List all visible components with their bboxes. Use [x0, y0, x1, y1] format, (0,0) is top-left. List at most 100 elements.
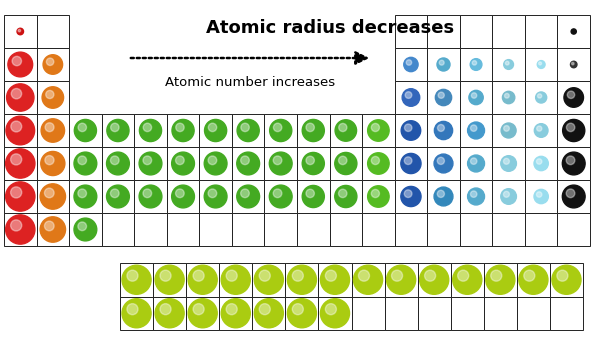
Circle shape [325, 270, 337, 281]
Bar [4, 15, 37, 48]
Circle shape [469, 90, 483, 105]
Circle shape [176, 189, 184, 198]
Circle shape [472, 61, 476, 65]
Bar [460, 15, 493, 48]
Circle shape [7, 84, 34, 111]
Circle shape [404, 190, 412, 198]
Bar [4, 180, 37, 213]
Circle shape [226, 304, 237, 315]
Bar [37, 15, 69, 48]
Circle shape [5, 149, 35, 178]
Circle shape [572, 62, 574, 65]
Circle shape [41, 152, 65, 176]
Circle shape [139, 185, 162, 208]
Bar [557, 114, 590, 147]
Circle shape [188, 299, 217, 328]
Bar [395, 114, 427, 147]
Bar [427, 180, 460, 213]
Circle shape [563, 119, 585, 142]
Circle shape [160, 304, 171, 315]
Circle shape [338, 189, 347, 198]
Bar [493, 213, 525, 246]
Circle shape [226, 270, 237, 281]
Circle shape [320, 265, 350, 294]
Circle shape [155, 299, 184, 328]
Circle shape [335, 185, 357, 207]
Bar [557, 180, 590, 213]
Bar [557, 81, 590, 114]
Bar [557, 48, 590, 81]
Bar [199, 180, 232, 213]
Circle shape [501, 156, 517, 171]
Circle shape [193, 270, 204, 281]
Bar [134, 180, 167, 213]
Circle shape [368, 120, 389, 141]
Circle shape [437, 58, 450, 71]
Circle shape [160, 270, 171, 281]
Circle shape [241, 156, 250, 165]
Bar [199, 114, 232, 147]
Bar [460, 180, 493, 213]
Circle shape [320, 299, 350, 328]
Circle shape [292, 270, 304, 281]
Bar [101, 114, 134, 147]
Bar [525, 180, 557, 213]
Circle shape [127, 304, 138, 315]
Circle shape [386, 265, 416, 294]
Text: Atomic radius decreases: Atomic radius decreases [206, 19, 454, 37]
Circle shape [401, 121, 421, 140]
Circle shape [503, 191, 509, 197]
Circle shape [458, 270, 469, 281]
Circle shape [40, 184, 65, 209]
Circle shape [437, 157, 445, 164]
Circle shape [472, 93, 477, 98]
Bar [460, 213, 493, 246]
Circle shape [562, 185, 585, 208]
Circle shape [44, 221, 54, 231]
Bar [362, 114, 395, 147]
Circle shape [143, 189, 152, 198]
Bar [352, 297, 385, 330]
Circle shape [110, 156, 119, 165]
Circle shape [470, 191, 477, 197]
Circle shape [564, 88, 583, 107]
Circle shape [571, 29, 577, 34]
Circle shape [176, 156, 184, 165]
Circle shape [254, 299, 283, 328]
Bar [395, 213, 427, 246]
Circle shape [338, 156, 347, 165]
Circle shape [467, 122, 485, 139]
Circle shape [139, 119, 161, 142]
Circle shape [302, 153, 325, 175]
Bar [101, 213, 134, 246]
Circle shape [566, 123, 575, 132]
Bar [167, 180, 199, 213]
Circle shape [503, 158, 509, 164]
Circle shape [392, 270, 403, 281]
Bar [319, 263, 352, 297]
Circle shape [110, 189, 119, 198]
Circle shape [12, 56, 22, 66]
Circle shape [536, 159, 542, 164]
Circle shape [470, 158, 477, 164]
Bar [219, 297, 252, 330]
Circle shape [155, 265, 184, 294]
Circle shape [552, 265, 581, 294]
Circle shape [78, 222, 86, 231]
Circle shape [259, 270, 270, 281]
Bar [493, 48, 525, 81]
Circle shape [193, 304, 204, 315]
Circle shape [438, 92, 445, 98]
Bar [362, 180, 395, 213]
Bar [427, 81, 460, 114]
Bar [427, 15, 460, 48]
Bar [329, 213, 362, 246]
Circle shape [419, 265, 449, 294]
Bar [525, 213, 557, 246]
Circle shape [11, 121, 22, 132]
Circle shape [467, 188, 485, 205]
Circle shape [452, 265, 482, 294]
Circle shape [122, 265, 151, 294]
Circle shape [486, 265, 515, 294]
Circle shape [292, 304, 304, 315]
